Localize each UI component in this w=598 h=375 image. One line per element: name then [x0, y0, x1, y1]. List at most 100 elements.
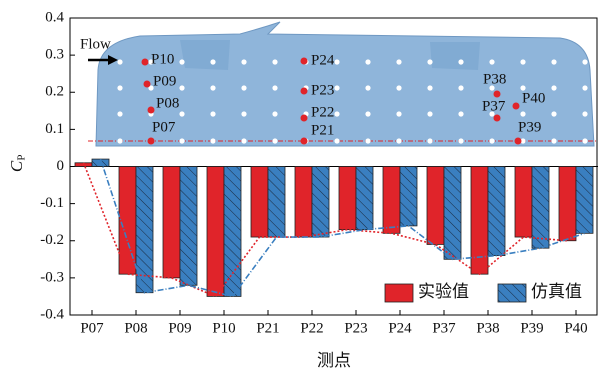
point-label: P08	[156, 95, 179, 111]
surface-dot	[117, 85, 122, 90]
surface-dot	[179, 138, 184, 143]
surface-dot	[582, 111, 587, 116]
surface-dot	[489, 138, 494, 143]
surface-dot	[241, 111, 246, 116]
bar	[207, 167, 224, 297]
surface-dot	[365, 85, 370, 90]
x-tick-label: P24	[388, 320, 412, 336]
surface-dot	[179, 85, 184, 90]
surface-dot	[334, 111, 339, 116]
surface-dot	[210, 85, 215, 90]
point-label: P24	[311, 52, 335, 68]
measure-point	[301, 115, 308, 122]
surface-dot	[427, 138, 432, 143]
x-tick-label: P22	[300, 320, 323, 336]
car-inset: Flow P10 P09 P08 P07 P24 P23 P22 P21 P38 P37 P40 P3…	[80, 22, 598, 146]
bar	[312, 167, 329, 238]
surface-dot	[396, 138, 401, 143]
y-tick-label: -0.2	[40, 232, 64, 248]
bar	[224, 167, 241, 297]
measure-point	[148, 138, 155, 145]
bar	[251, 167, 268, 238]
surface-dot	[365, 59, 370, 64]
y-tick-label: -0.4	[40, 306, 64, 322]
point-label: P23	[311, 82, 334, 98]
bar	[383, 167, 400, 234]
measure-point	[301, 58, 308, 65]
point-label: P40	[522, 90, 545, 106]
legend-swatch	[385, 284, 413, 302]
point-label: P21	[311, 122, 334, 138]
bar	[295, 167, 312, 238]
measure-point	[494, 115, 501, 122]
point-label: P37	[482, 98, 506, 114]
surface-dot	[272, 59, 277, 64]
measure-point	[144, 81, 151, 88]
bar	[339, 167, 356, 230]
surface-dot	[210, 59, 215, 64]
bar	[136, 167, 153, 293]
surface-dot	[458, 111, 463, 116]
measure-point	[301, 138, 308, 145]
x-tick-label: P38	[476, 320, 499, 336]
surface-dot	[427, 85, 432, 90]
surface-dot	[365, 138, 370, 143]
surface-dot	[458, 85, 463, 90]
surface-dot	[210, 138, 215, 143]
point-label: P38	[483, 71, 506, 87]
y-tick-label: 0.3	[45, 47, 64, 63]
y-tick-label: 0.2	[45, 84, 64, 100]
bar	[576, 167, 593, 234]
x-tick-label: P21	[256, 320, 279, 336]
point-label: P09	[153, 73, 176, 89]
surface-dot	[272, 111, 277, 116]
measure-point	[515, 138, 522, 145]
surface-dot	[210, 111, 215, 116]
bar	[471, 167, 488, 275]
x-tick-label: P10	[212, 320, 235, 336]
point-label: P22	[311, 104, 334, 120]
surface-dot	[582, 59, 587, 64]
surface-dot	[551, 85, 556, 90]
point-label: P07	[152, 119, 176, 135]
bar	[532, 167, 549, 249]
y-tick-label: -0.1	[40, 195, 64, 211]
legend-hatch	[498, 284, 526, 302]
measure-point	[148, 107, 155, 114]
bar	[559, 167, 576, 241]
x-tick-label: P08	[124, 320, 147, 336]
measure-point	[494, 91, 501, 98]
bar	[163, 167, 180, 278]
surface-dot	[427, 59, 432, 64]
measure-point	[142, 59, 149, 66]
point-label: P10	[151, 51, 174, 67]
surface-dot	[582, 85, 587, 90]
surface-dot	[117, 111, 122, 116]
surface-dot	[241, 59, 246, 64]
surface-dot	[272, 85, 277, 90]
surface-dot	[582, 138, 587, 143]
surface-dot	[396, 85, 401, 90]
x-tick-label: P37	[432, 320, 456, 336]
bar	[488, 167, 505, 256]
x-tick-label: P09	[168, 320, 191, 336]
flow-label: Flow	[80, 36, 111, 52]
surface-dot	[272, 138, 277, 143]
measure-point	[513, 103, 520, 110]
surface-dot	[365, 111, 370, 116]
surface-dot	[117, 138, 122, 143]
bar	[268, 167, 285, 238]
surface-dot	[179, 111, 184, 116]
surface-dot	[458, 59, 463, 64]
point-label: P39	[518, 119, 541, 135]
surface-dot	[520, 59, 525, 64]
x-tick-label: P23	[344, 320, 367, 336]
chart: Flow P10 P09 P08 P07 P24 P23 P22 P21 P38 P37 P40 P3…	[0, 0, 598, 375]
y-axis-label-sub: P	[16, 154, 28, 160]
surface-dot	[241, 138, 246, 143]
bar	[180, 167, 197, 286]
bar	[444, 167, 461, 260]
measure-point	[301, 88, 308, 95]
surface-dot	[427, 111, 432, 116]
y-tick-label: 0	[57, 158, 65, 174]
